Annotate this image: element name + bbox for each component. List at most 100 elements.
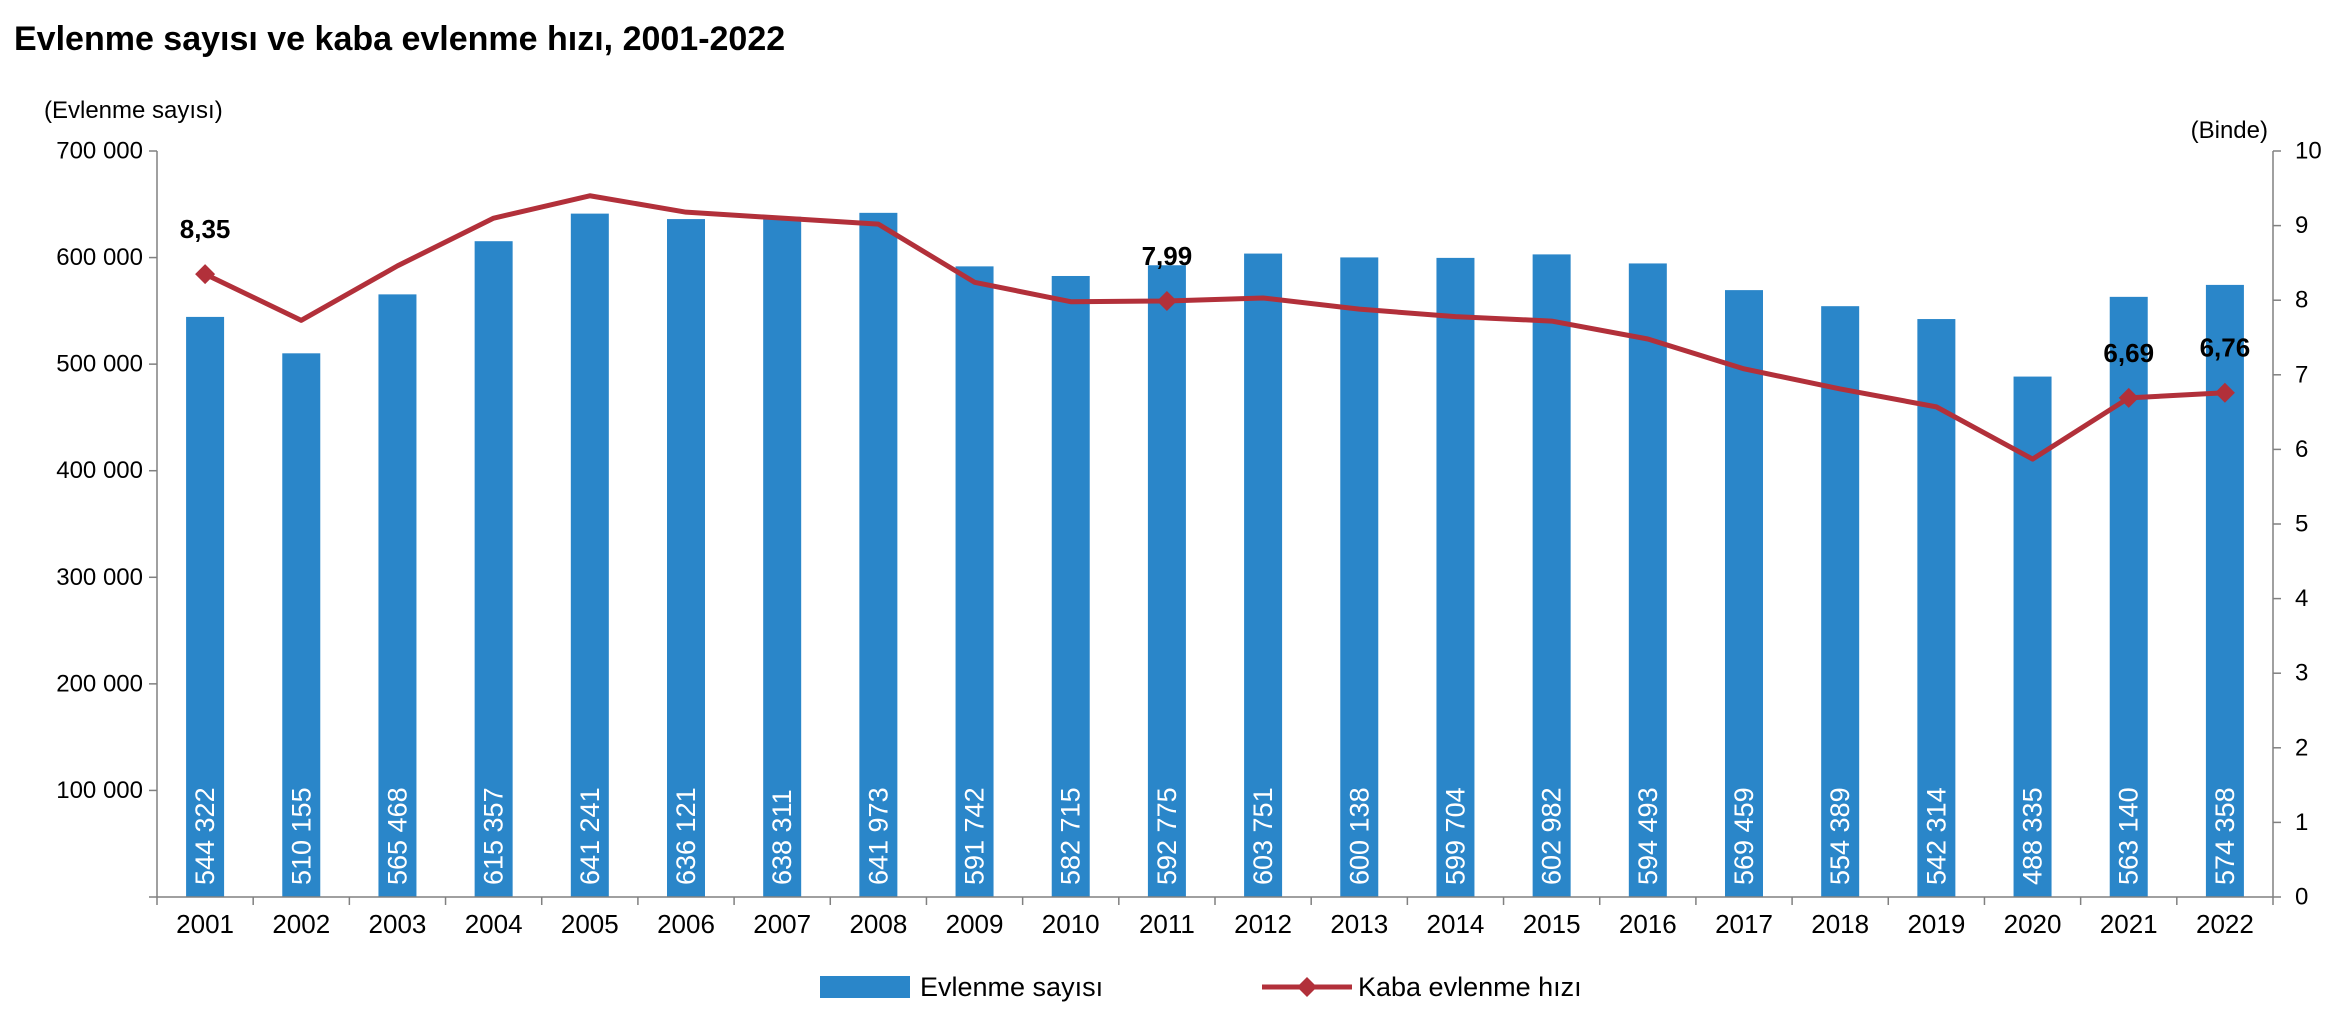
bar-value-label: 582 715 [1056,787,1086,885]
bar-2001 [186,316,225,897]
bar-value-label: 638 311 [767,789,797,885]
right-tick-label: 0 [2295,884,2308,911]
x-tick-label: 2003 [369,909,427,939]
bar-value-label: 563 140 [2114,787,2144,885]
bar-value-label: 510 155 [286,787,316,885]
bar-2012 [1244,253,1283,898]
x-tick-label: 2012 [1234,909,1292,939]
bar-value-label: 565 468 [382,787,412,885]
bar-value-label: 569 459 [1729,787,1759,885]
rate-value-label: 6,76 [2200,333,2251,363]
right-tick-label: 10 [2295,138,2322,165]
x-tick-label: 2017 [1715,909,1773,939]
bar-2018 [1821,306,1860,898]
bar-value-label: 600 138 [1344,787,1374,885]
bar-value-label: 591 742 [960,787,990,885]
rate-marker [2214,382,2235,403]
bar-value-label: 574 358 [2210,787,2240,885]
x-tick-label: 2002 [272,909,330,939]
x-tick-label: 2022 [2196,909,2254,939]
bar-value-label: 641 973 [863,787,893,885]
axes-layer: 100 000 200 000 300 000 400 000 500 000 600 0… [44,97,2322,939]
x-tick-label: 2019 [1907,909,1965,939]
rate-marker [2118,387,2139,408]
x-tick-label: 2001 [176,909,234,939]
bar-2008 [859,212,898,897]
right-tick-label: 1 [2295,809,2308,836]
labels-layer: 544 322 510 155 565 468 615 357 641 241 636 1… [180,214,2250,885]
x-tick-label: 2007 [753,909,811,939]
rate-line-layer [195,193,2235,462]
bar-2009 [955,266,994,898]
bar-2014 [1436,257,1475,898]
left-axis-unit-label: (Evlenme sayısı) [44,97,223,124]
rate-value-label: 7,99 [1142,241,1193,271]
bar-2003 [378,294,417,897]
bar-value-label: 615 357 [479,787,509,885]
legend-bar-label: Evlenme sayısı [920,972,1103,1002]
x-tick-label: 2016 [1619,909,1677,939]
bar-2017 [1725,290,1763,898]
right-tick-label: 4 [2295,585,2308,612]
rate-marker [195,264,216,285]
right-tick-label: 5 [2295,511,2308,538]
bar-2004 [474,241,513,897]
left-tick-label: 700 000 [56,138,143,165]
x-tick-label: 2015 [1523,909,1581,939]
x-tick-label: 2014 [1427,909,1485,939]
bar-2010 [1051,275,1090,897]
left-tick-label: 600 000 [56,244,143,271]
right-tick-label: 7 [2295,361,2308,388]
bar-2007 [763,216,802,897]
bar-2005 [570,213,609,897]
left-tick-label: 400 000 [56,457,143,484]
x-tick-label: 2006 [657,909,715,939]
rate-marker [1156,290,1177,311]
bar-value-label: 603 751 [1248,787,1278,885]
bar-value-label: 594 493 [1633,787,1663,885]
left-tick-label: 500 000 [56,351,143,378]
bar-value-label: 602 982 [1537,787,1567,885]
x-tick-label: 2020 [2004,909,2062,939]
bar-2006 [667,219,705,897]
x-tick-label: 2009 [946,909,1004,939]
right-tick-label: 8 [2295,287,2308,314]
rate-value-label: 6,69 [2103,338,2154,368]
bar-2016 [1628,263,1667,897]
rate-line [204,193,2226,462]
bar-2020 [2013,376,2052,897]
chart-title: Evlenme sayısı ve kaba evlenme hızı, 200… [14,20,786,58]
bar-value-label: 599 704 [1440,787,1470,885]
legend: Evlenme sayısı Kaba evlenme hızı [820,972,1582,1002]
bar-2011 [1147,265,1186,897]
bar-2013 [1340,257,1379,898]
left-tick-label: 100 000 [56,777,143,804]
bar-value-label: 488 335 [2018,787,2048,885]
bar-value-label: 542 314 [1921,787,1951,885]
left-tick-label: 200 000 [56,670,143,697]
right-tick-label: 6 [2295,436,2308,463]
x-tick-label: 2013 [1330,909,1388,939]
x-tick-label: 2008 [849,909,907,939]
bar-value-label: 544 322 [190,787,220,885]
legend-line-marker [1297,977,1317,997]
bar-2015 [1532,254,1571,898]
bar-2002 [282,353,321,897]
left-tick-label: 300 000 [56,564,143,591]
rate-value-label: 8,35 [180,214,231,244]
right-axis-unit-label: (Binde) [2191,117,2268,144]
bar-value-label: 636 121 [671,787,701,885]
bar-value-label: 641 241 [575,787,605,885]
legend-line-label: Kaba evlenme hızı [1358,972,1582,1002]
right-tick-label: 2 [2295,734,2308,761]
bar-value-label: 592 775 [1152,787,1182,885]
x-tick-label: 2021 [2100,909,2158,939]
right-tick-label: 3 [2295,660,2308,687]
x-tick-label: 2018 [1811,909,1869,939]
x-tick-label: 2004 [465,909,523,939]
legend-bar-swatch [820,976,910,998]
x-tick-label: 2005 [561,909,619,939]
bars-layer [186,212,2244,898]
bar-value-label: 554 389 [1825,787,1855,885]
